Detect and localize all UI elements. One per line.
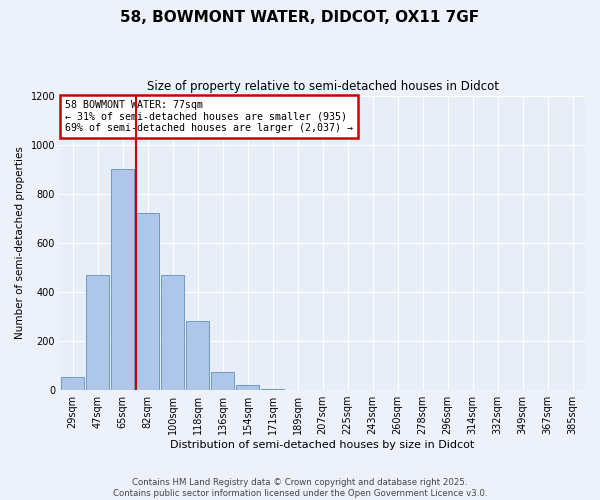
Bar — [61, 376, 84, 390]
Bar — [186, 322, 209, 390]
X-axis label: Distribution of semi-detached houses by size in Didcot: Distribution of semi-detached houses by … — [170, 440, 475, 450]
Bar — [236, 385, 259, 390]
Bar — [111, 169, 134, 390]
Title: Size of property relative to semi-detached houses in Didcot: Size of property relative to semi-detach… — [146, 80, 499, 93]
Bar — [136, 214, 159, 390]
Bar — [161, 274, 184, 390]
Bar — [211, 372, 234, 390]
Text: Contains HM Land Registry data © Crown copyright and database right 2025.
Contai: Contains HM Land Registry data © Crown c… — [113, 478, 487, 498]
Y-axis label: Number of semi-detached properties: Number of semi-detached properties — [15, 146, 25, 340]
Text: 58, BOWMONT WATER, DIDCOT, OX11 7GF: 58, BOWMONT WATER, DIDCOT, OX11 7GF — [121, 10, 479, 25]
Text: 58 BOWMONT WATER: 77sqm
← 31% of semi-detached houses are smaller (935)
69% of s: 58 BOWMONT WATER: 77sqm ← 31% of semi-de… — [65, 100, 353, 133]
Bar — [261, 389, 284, 390]
Bar — [86, 274, 109, 390]
